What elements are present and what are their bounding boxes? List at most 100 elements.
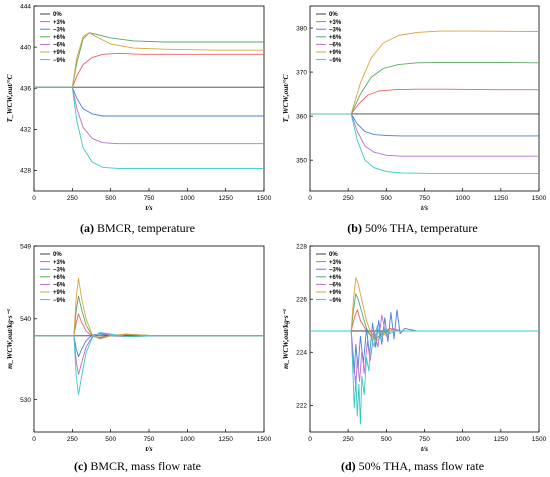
panel-c-ytick-label: 540 <box>20 316 31 323</box>
panel-a-legend-label: +3% <box>53 20 66 26</box>
panel-a-ytick-label: 432 <box>20 127 31 134</box>
caption-d: (d) 50% THA, mass flow rate <box>275 459 550 474</box>
caption-b-letter: (b) <box>347 221 362 235</box>
panel-d-legend-label: −6% <box>329 283 342 289</box>
panel-b-xlabel: t/s <box>421 203 428 212</box>
panel-a-frame <box>33 5 265 192</box>
panel-c-legend-label: +9% <box>53 290 66 296</box>
panel-b-series-3-line <box>310 113 539 137</box>
panel-b-series-6-line <box>310 30 539 115</box>
panel-c-xtick-label: 500 <box>105 436 116 443</box>
panel-a-xtick-label: 1250 <box>218 195 233 202</box>
panel-d-xtick-label: 250 <box>343 436 354 443</box>
panel-a-xlabel: t/s <box>145 203 152 212</box>
panel-a-series-4-line <box>34 32 264 88</box>
panel-a-ylabel: T_WCW,out/°C <box>5 73 14 122</box>
panel-c-xtick-label: 0 <box>32 436 36 443</box>
panel-c-xtick-label: 250 <box>67 436 78 443</box>
panel-b-series-group <box>310 30 539 174</box>
caption-d-text: 50% THA, mass flow rate <box>355 459 485 473</box>
panel-d-legend-label: −3% <box>329 267 342 273</box>
panel-c-ytick-label: 530 <box>20 397 31 404</box>
panel-b-ytick-label: 360 <box>296 113 307 120</box>
caption-a-text: BMCR, temperature <box>94 221 195 235</box>
caption-c-text: BMCR, mass flow rate <box>87 459 201 473</box>
panel-a-legend-label: 0% <box>53 12 62 18</box>
panel-b-legend-label: 0% <box>329 12 338 18</box>
panel-d-xtick-label: 750 <box>419 436 430 443</box>
panel-a-xtick-label: 1000 <box>180 195 195 202</box>
panel-b-legend: 0% +3%−3% +6% −6%+9% −9% <box>316 12 342 64</box>
caption-c: (c) BMCR, mass flow rate <box>0 459 275 474</box>
panel-d-xtick-label: 1250 <box>494 436 509 443</box>
panel-a-legend-label: −9% <box>53 58 66 64</box>
caption-d-letter: (d) <box>340 459 356 473</box>
panel-a-xtick-label: 250 <box>67 195 78 202</box>
panel-b-xtick-label: 250 <box>343 195 354 202</box>
panel-b: 0 250 500 750 1000 1250 1500 350 360 370 380 t/s T_W… <box>281 5 547 212</box>
panel-d-ylabel: m_WCW,out/kg·s⁻¹ <box>281 309 290 369</box>
panel-a-legend-label: −3% <box>53 27 66 33</box>
panel-b-xtick-label: 1000 <box>455 195 470 202</box>
panel-b-ytick-label: 350 <box>296 157 307 164</box>
panel-d-legend-label: −9% <box>329 298 342 304</box>
panel-d-xtick-label: 500 <box>381 436 392 443</box>
panel-b-frame <box>309 5 540 192</box>
panel-d-series-3-line <box>310 309 539 374</box>
panel-c-series-6-line <box>34 277 264 340</box>
panel-a-legend-label: +6% <box>53 35 66 41</box>
panel-a-series-6-line <box>34 32 264 88</box>
panel-c-xtick-label: 1250 <box>218 436 233 443</box>
panel-d-legend-label: 0% <box>329 252 338 258</box>
panel-b-xtick-label: 1500 <box>532 195 547 202</box>
panel-a-ytick-label: 440 <box>20 44 31 51</box>
panel-b-xtick-label: 0 <box>308 195 312 202</box>
panel-d-xlabel: t/s <box>421 444 428 453</box>
panel-b-series-7-line <box>310 113 539 174</box>
panel-b-xtick-label: 1250 <box>494 195 509 202</box>
panel-a-ytick-label: 428 <box>20 168 31 175</box>
panel-c-legend-label: 0% <box>53 252 62 258</box>
panel-b-ytick-label: 370 <box>296 69 307 76</box>
panel-c-xtick-label: 750 <box>144 436 155 443</box>
panel-d-xtick-label: 1500 <box>532 436 547 443</box>
panel-d-frame <box>309 245 540 433</box>
panel-c-series-2-line <box>34 313 264 338</box>
panel-d-ytick-label: 222 <box>296 403 307 410</box>
panel-d-legend-label: +3% <box>329 260 342 266</box>
panel-b-legend-label: −6% <box>329 43 342 49</box>
panel-b-legend-label: +9% <box>329 50 342 56</box>
panel-a: 0 250 500 750 1000 1250 1500 428 432 436 440 444 t/s… <box>5 3 272 212</box>
panel-b-ylabel: T_WCW,out/°C <box>281 73 290 122</box>
panel-c-xlabel: t/s <box>145 444 152 453</box>
panel-a-legend: 0% +3%−3% +6% −6%+9% −9% <box>40 12 66 64</box>
panel-d-ytick-label: 226 <box>296 296 307 303</box>
panel-a-legend-label: +9% <box>53 50 66 56</box>
panel-c-legend-label: −6% <box>53 283 66 289</box>
panel-c-xtick-label: 1000 <box>180 436 195 443</box>
panel-c-legend: 0% +3%−3% +6% −6%+9% −9% <box>40 252 66 304</box>
panel-c-frame <box>33 245 265 433</box>
panel-d: 0 250 500 750 1000 1250 1500 222 224 226 228 t/s m_W… <box>281 243 547 453</box>
panel-a-xtick-label: 0 <box>32 195 36 202</box>
caption-c-letter: (c) <box>74 459 88 473</box>
panel-c-ytick-label: 549 <box>20 243 31 250</box>
panel-b-series-5-line <box>310 113 539 157</box>
panel-c-ylabel: m_WCW,out/kg·s⁻¹ <box>5 309 14 369</box>
panel-c-series-group <box>34 277 264 396</box>
panel-d-legend: 0% +3%−3% +6% −6%+9% −9% <box>316 252 342 304</box>
panel-b-legend-label: −3% <box>329 27 342 33</box>
panel-b-legend-label: +6% <box>329 35 342 41</box>
panel-b-series-2-line <box>310 88 539 115</box>
panel-b-ytick-label: 380 <box>296 25 307 32</box>
panel-d-legend-label: +6% <box>329 275 342 281</box>
panel-c-legend-label: +3% <box>53 260 66 266</box>
panel-b-legend-label: −9% <box>329 58 342 64</box>
panel-d-series-7-line <box>310 325 539 425</box>
panel-a-xtick-label: 1500 <box>257 195 272 202</box>
panel-a-xtick-label: 750 <box>144 195 155 202</box>
panel-b-xtick-label: 500 <box>381 195 392 202</box>
panel-a-series-2-line <box>34 52 264 88</box>
panel-a-series-3-line <box>34 86 264 117</box>
